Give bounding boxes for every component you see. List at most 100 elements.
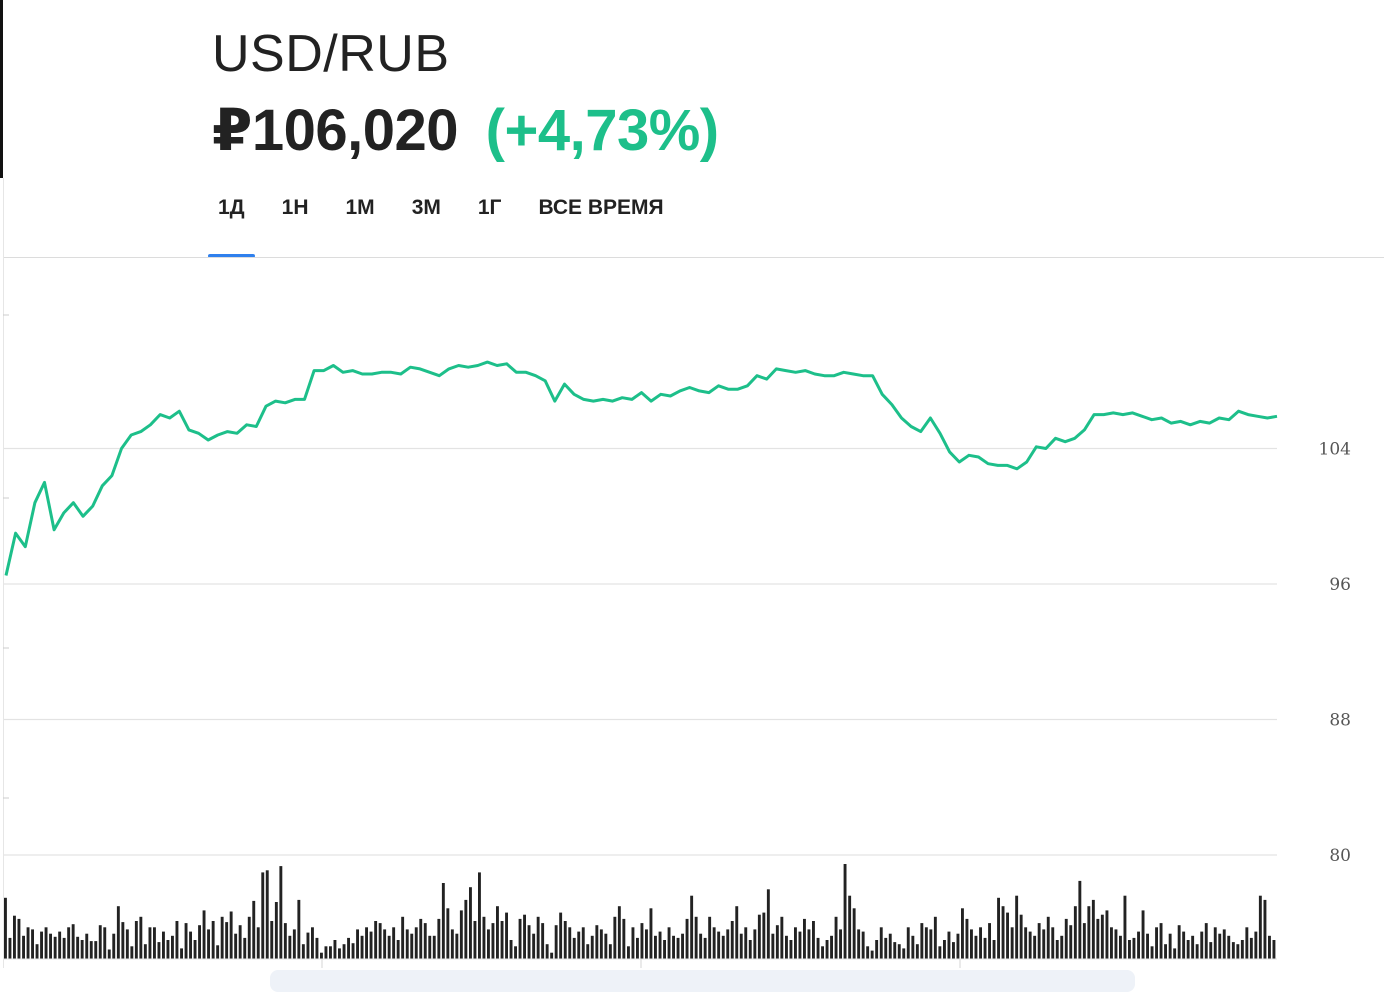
- volume-bar: [459, 910, 463, 959]
- volume-bar: [699, 933, 703, 959]
- volume-bar: [1155, 927, 1158, 959]
- volume-bar: [1037, 923, 1041, 959]
- volume-bar: [879, 927, 883, 959]
- tab-1w[interactable]: 1Н: [272, 194, 319, 258]
- volume-bar: [654, 935, 657, 959]
- volume-bar: [970, 929, 973, 959]
- volume-bar: [920, 923, 924, 959]
- volume-bar: [396, 940, 400, 959]
- y-tick-label: 96: [1329, 575, 1351, 595]
- volume-bar: [347, 937, 350, 959]
- volume-bar: [500, 921, 504, 959]
- volume-bar: [541, 923, 545, 959]
- volume-bar: [1033, 935, 1037, 959]
- volume-bar: [356, 929, 359, 959]
- volume-bar: [721, 935, 725, 959]
- volume-bar: [189, 931, 192, 959]
- tab-1d[interactable]: 1Д: [208, 194, 255, 258]
- volume-bar: [1240, 940, 1244, 959]
- volume-bar: [816, 937, 820, 959]
- volume-bar: [121, 922, 125, 959]
- volume-bar: [455, 933, 459, 959]
- volume-bar: [1123, 895, 1127, 959]
- volume-bar: [622, 918, 626, 959]
- volume-bar: [631, 927, 635, 959]
- volume-bar: [550, 952, 554, 959]
- volume-bar: [405, 929, 409, 959]
- price-chart[interactable]: 104 96 88 80: [0, 258, 1384, 968]
- volume-bar: [49, 933, 52, 959]
- volume-bar: [1168, 933, 1172, 959]
- volume-bar: [649, 908, 653, 959]
- volume-bar: [216, 945, 220, 959]
- volume-bar: [139, 916, 143, 959]
- volume-bar: [613, 916, 617, 959]
- chart-scrollbar[interactable]: [270, 970, 1135, 992]
- tab-1w-label: 1Н: [281, 196, 309, 219]
- volume-bar: [292, 929, 296, 959]
- tab-3m[interactable]: 3М: [402, 194, 451, 258]
- volume-bar: [26, 927, 30, 959]
- volume-bar: [469, 887, 472, 959]
- volume-bar: [830, 935, 833, 959]
- volume-bar: [581, 927, 585, 959]
- volume-bar: [432, 935, 436, 959]
- volume-bar: [464, 899, 468, 959]
- volume-bar: [933, 916, 937, 959]
- volume-bar: [71, 924, 75, 959]
- volume-bar: [229, 911, 233, 959]
- volume-bar: [157, 942, 161, 959]
- volume-bar: [482, 916, 486, 959]
- volume-bar: [496, 906, 499, 959]
- volume-bar: [338, 948, 341, 959]
- volume-bar: [13, 915, 16, 959]
- tab-all-time[interactable]: ВСЕ ВРЕМЯ: [528, 194, 673, 258]
- volume-bar: [76, 936, 80, 959]
- volume-bar: [672, 935, 675, 959]
- volume-bar: [148, 927, 152, 959]
- tab-1m[interactable]: 1М: [336, 194, 385, 258]
- volume-bar: [184, 923, 188, 959]
- left-edge-rule: [0, 0, 3, 178]
- volume-bar: [663, 940, 666, 959]
- volume-bar: [712, 927, 716, 959]
- tab-3m-label: 3М: [411, 196, 441, 219]
- volume-bar: [107, 949, 111, 959]
- volume-bar: [545, 944, 549, 959]
- volume-bar: [1046, 916, 1050, 959]
- volume-bar: [193, 940, 197, 959]
- volume-bar: [590, 935, 594, 959]
- volume-bar: [794, 927, 797, 959]
- volume-bar: [1236, 944, 1240, 959]
- volume-bar: [1209, 942, 1213, 959]
- volume-bar: [1114, 929, 1118, 959]
- volume-bar: [274, 902, 278, 959]
- volume-bar: [586, 944, 590, 959]
- volume-bar: [162, 931, 165, 959]
- volume-bar: [1024, 927, 1028, 959]
- tab-1y[interactable]: 1Г: [468, 194, 512, 258]
- volume-bar: [694, 916, 698, 959]
- volume-bar: [125, 929, 129, 959]
- volume-bar: [1146, 933, 1149, 959]
- volume-bar: [884, 937, 888, 959]
- volume-bar: [1245, 927, 1249, 959]
- volume-bar: [4, 897, 7, 959]
- volume-bar: [320, 952, 323, 959]
- y-tick-label: 80: [1329, 846, 1351, 866]
- volume-bar: [775, 925, 779, 959]
- volume-bar: [1263, 899, 1267, 959]
- y-tick-label: 88: [1329, 711, 1351, 731]
- volume-bar: [843, 864, 847, 959]
- volume-bar: [211, 921, 215, 959]
- volume-bar: [491, 923, 495, 959]
- volume-bar: [789, 940, 793, 959]
- volume-bar: [1060, 935, 1064, 959]
- volume-bar: [1218, 933, 1222, 959]
- volume-bar: [1195, 944, 1199, 959]
- volume-bar: [53, 936, 57, 959]
- volume-bar: [943, 940, 946, 959]
- volume-bar: [1110, 927, 1113, 959]
- volume-bar: [478, 872, 481, 959]
- volume-bar: [35, 944, 39, 959]
